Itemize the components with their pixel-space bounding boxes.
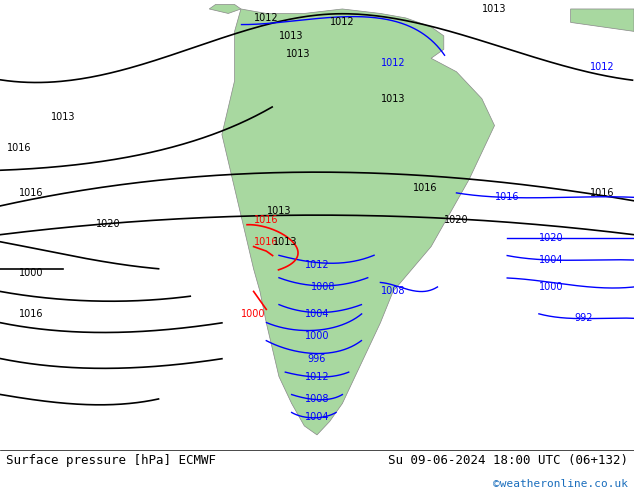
Polygon shape: [571, 9, 634, 31]
Text: 1016: 1016: [254, 215, 278, 225]
Polygon shape: [222, 9, 495, 435]
Text: Surface pressure [hPa] ECMWF: Surface pressure [hPa] ECMWF: [6, 454, 216, 467]
Text: 1016: 1016: [20, 309, 44, 319]
Text: 1013: 1013: [482, 4, 507, 14]
Text: 1016: 1016: [254, 237, 278, 247]
Text: Su 09-06-2024 18:00 UTC (06+132): Su 09-06-2024 18:00 UTC (06+132): [387, 454, 628, 467]
Text: 1000: 1000: [305, 331, 329, 341]
Text: 1004: 1004: [540, 255, 564, 265]
Text: 1012: 1012: [305, 371, 329, 382]
Text: 1020: 1020: [540, 233, 564, 243]
Text: 1013: 1013: [286, 49, 310, 59]
Text: 1013: 1013: [273, 237, 297, 247]
Text: 1013: 1013: [51, 112, 75, 122]
Text: 1012: 1012: [254, 13, 278, 23]
Text: 1016: 1016: [590, 188, 614, 198]
Text: 1016: 1016: [20, 188, 44, 198]
Text: 1012: 1012: [305, 260, 329, 270]
Text: 1016: 1016: [413, 183, 437, 194]
Text: 1013: 1013: [280, 31, 304, 41]
Text: 1020: 1020: [96, 219, 120, 229]
Text: 1004: 1004: [305, 309, 329, 319]
Text: 1008: 1008: [311, 282, 335, 292]
Text: ©weatheronline.co.uk: ©weatheronline.co.uk: [493, 479, 628, 489]
Text: 1013: 1013: [381, 94, 405, 104]
Text: 1000: 1000: [20, 269, 44, 278]
Text: 992: 992: [574, 313, 593, 323]
Text: 1013: 1013: [267, 206, 291, 216]
Text: 1012: 1012: [590, 62, 614, 72]
Text: 1012: 1012: [330, 18, 354, 27]
Text: 1016: 1016: [7, 143, 31, 153]
Text: 1000: 1000: [540, 282, 564, 292]
Text: 1008: 1008: [381, 287, 405, 296]
Text: 1008: 1008: [305, 394, 329, 404]
Text: 1020: 1020: [444, 215, 469, 225]
Text: 1016: 1016: [495, 192, 519, 202]
Polygon shape: [209, 4, 241, 13]
Text: 1004: 1004: [305, 412, 329, 422]
Text: 1000: 1000: [242, 309, 266, 319]
Text: 1012: 1012: [381, 58, 405, 68]
Text: 996: 996: [308, 354, 326, 364]
